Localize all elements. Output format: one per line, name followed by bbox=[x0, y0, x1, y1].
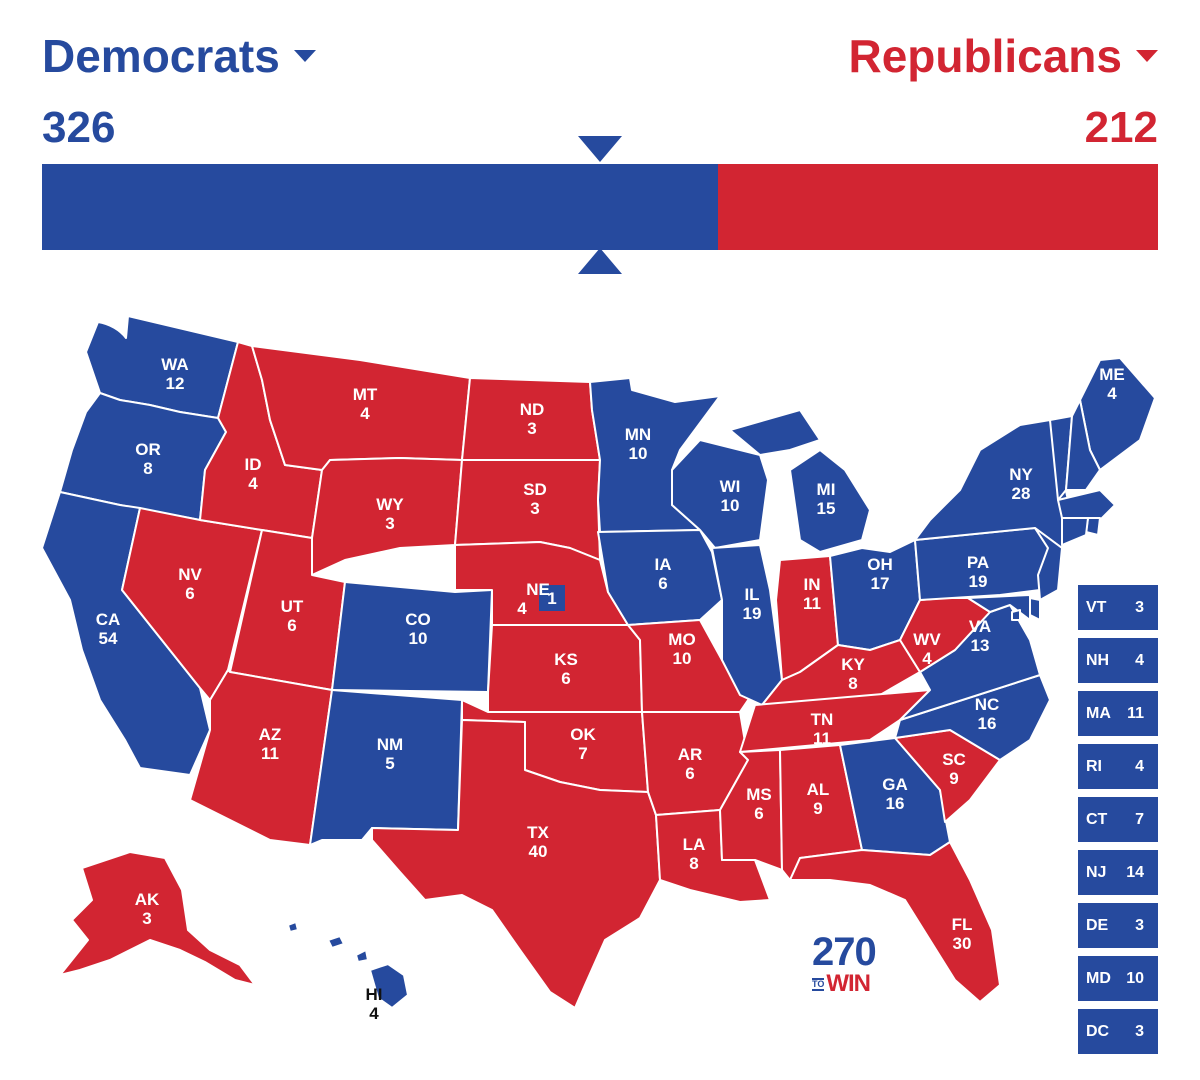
small-state-ev: 3 bbox=[1135, 598, 1144, 616]
electoral-vote-bar bbox=[42, 164, 1158, 250]
small-state-ev: 4 bbox=[1135, 651, 1144, 669]
small-state-ev: 7 bbox=[1135, 810, 1144, 828]
small-state-ev: 3 bbox=[1135, 1022, 1144, 1040]
state-mi[interactable] bbox=[729, 409, 871, 553]
small-state-ev: 14 bbox=[1126, 863, 1144, 881]
republicans-dropdown[interactable]: Republicans bbox=[848, 30, 1158, 82]
us-map: WA 12 OR 8 CA 54 NV 6 ID 4 MT 4 WY 3 UT 6 AZ 11 CO 10 NM 5 ND 3… bbox=[0, 300, 1200, 1080]
state-wi[interactable] bbox=[671, 439, 769, 549]
small-state-abbr: NJ bbox=[1086, 863, 1107, 881]
small-state-de[interactable]: DE 3 bbox=[1078, 903, 1158, 948]
small-state-ct[interactable]: CT 7 bbox=[1078, 797, 1158, 842]
state-nm[interactable] bbox=[309, 689, 463, 846]
small-state-vt[interactable]: VT 3 bbox=[1078, 585, 1158, 630]
state-ct[interactable] bbox=[1061, 517, 1089, 546]
ne-district-box[interactable] bbox=[539, 585, 565, 611]
state-ma[interactable] bbox=[1057, 489, 1116, 521]
state-nc[interactable] bbox=[894, 674, 1051, 761]
270towin-logo: 270 TO WIN bbox=[812, 932, 884, 996]
state-ks[interactable] bbox=[487, 624, 643, 713]
small-state-nj[interactable]: NJ 14 bbox=[1078, 850, 1158, 895]
logo-number: 270 bbox=[812, 930, 877, 974]
small-state-abbr: NH bbox=[1086, 651, 1110, 669]
republicans-label: Republicans bbox=[848, 30, 1122, 82]
small-state-ev: 4 bbox=[1135, 757, 1144, 775]
small-state-ma[interactable]: MA 11 bbox=[1078, 691, 1158, 736]
democrats-label: Democrats bbox=[42, 30, 280, 82]
small-state-abbr: CT bbox=[1086, 810, 1108, 828]
democrats-dropdown[interactable]: Democrats bbox=[42, 30, 316, 82]
majority-marker-bottom-icon bbox=[578, 248, 622, 274]
state-fl[interactable] bbox=[789, 841, 1001, 1003]
republicans-total: 212 bbox=[1084, 103, 1158, 152]
small-state-ri[interactable]: RI 4 bbox=[1078, 744, 1158, 789]
small-state-md[interactable]: MD 10 bbox=[1078, 956, 1158, 1001]
state-ak[interactable] bbox=[59, 851, 256, 986]
logo-line: TO WIN bbox=[812, 972, 884, 996]
small-state-nh[interactable]: NH 4 bbox=[1078, 638, 1158, 683]
small-state-ev: 11 bbox=[1127, 704, 1144, 722]
small-state-ev: 3 bbox=[1135, 916, 1144, 934]
logo-win: WIN bbox=[826, 970, 871, 997]
small-state-abbr: DC bbox=[1086, 1022, 1110, 1040]
republicans-bar-segment bbox=[718, 164, 1158, 250]
state-hi[interactable] bbox=[287, 921, 409, 1009]
logo-to: TO bbox=[812, 977, 825, 991]
state-co[interactable] bbox=[331, 581, 493, 693]
small-state-abbr: VT bbox=[1086, 598, 1107, 616]
us-map-svg: WA12OR8CA54NV6ID4MT4WY3UT6AZ11CO10NM5ND3… bbox=[41, 315, 1156, 1023]
state-nd[interactable] bbox=[461, 377, 601, 461]
majority-marker-top-icon bbox=[578, 136, 622, 162]
state-wy[interactable] bbox=[311, 457, 463, 576]
small-state-abbr: MD bbox=[1086, 969, 1111, 987]
state-az[interactable] bbox=[189, 669, 333, 846]
small-state-abbr: RI bbox=[1086, 757, 1102, 775]
small-states-list: VT 3 NH 4 MA 11 RI 4 CT 7 NJ 14 DE 3 MD 10 DC 3 bbox=[1078, 585, 1158, 1062]
state-dc[interactable] bbox=[1011, 609, 1021, 621]
democrats-bar-segment bbox=[42, 164, 718, 250]
small-state-abbr: DE bbox=[1086, 916, 1109, 934]
state-mt[interactable] bbox=[251, 345, 471, 471]
state-ev-hi: 4 bbox=[369, 1004, 379, 1023]
state-nh[interactable] bbox=[1065, 399, 1101, 491]
state-tn[interactable] bbox=[739, 689, 931, 753]
state-de[interactable] bbox=[1029, 597, 1041, 621]
small-state-dc[interactable]: DC 3 bbox=[1078, 1009, 1158, 1054]
caret-down-icon bbox=[1136, 50, 1158, 62]
democrats-total: 326 bbox=[42, 103, 116, 152]
small-state-abbr: MA bbox=[1086, 704, 1111, 722]
state-tx[interactable] bbox=[371, 719, 661, 1009]
small-state-ev: 10 bbox=[1126, 969, 1144, 987]
state-ny[interactable] bbox=[914, 419, 1069, 549]
caret-down-icon bbox=[293, 50, 316, 62]
